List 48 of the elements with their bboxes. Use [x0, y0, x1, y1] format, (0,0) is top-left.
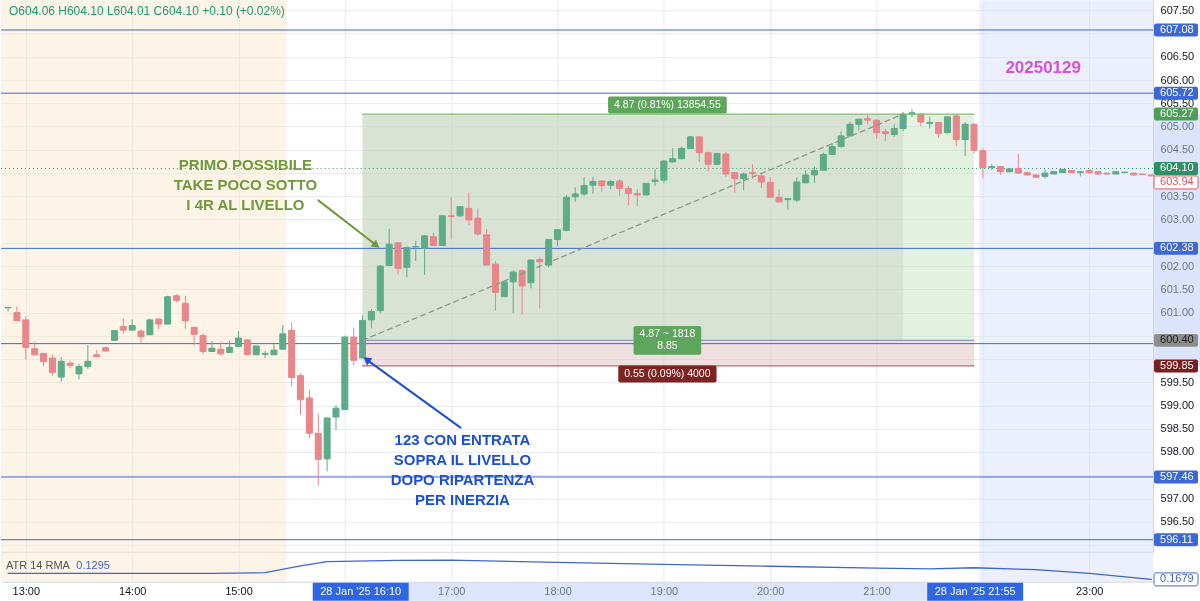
y-tick-label: 603.00	[1160, 213, 1195, 226]
x-tick-label: 17:00	[437, 585, 466, 598]
y-tick-label: 598.00	[1160, 445, 1195, 458]
x-tick-label: 23:00	[1075, 585, 1104, 598]
annotation: 123 CON ENTRATA SOPRA IL LIVELLO DOPO RIPARTENZA PER INERZIA	[390, 430, 535, 508]
x-tick-label: 14:00	[118, 585, 147, 598]
text: 28 Jan '25 21:55	[934, 584, 1016, 597]
y-tick-label: 607.50	[1160, 3, 1195, 16]
y-tick-label: 606.00	[1160, 73, 1195, 86]
y-tick-label: 601.00	[1160, 305, 1195, 318]
text: 600.40	[1160, 333, 1194, 346]
x-tick-label: 18:00	[544, 585, 572, 598]
ref-line-label: 607.08	[1160, 22, 1194, 35]
annotation: 0.55 (0.09%) 4000	[624, 367, 711, 379]
x-tick-label: 21:00	[863, 585, 891, 598]
y-tick-label: 606.50	[1160, 50, 1195, 63]
ref-line-label: 596.11	[1160, 532, 1193, 545]
annotation: 20250129	[1005, 58, 1081, 78]
y-tick-label: 597.00	[1160, 491, 1195, 504]
text: 605.27	[1160, 107, 1194, 120]
text: 599.85	[1160, 358, 1194, 371]
y-tick-label: 599.50	[1160, 375, 1195, 388]
ref-line-label: 597.46	[1160, 469, 1194, 482]
y-tick-label: 596.50	[1160, 515, 1195, 528]
y-tick-label: 599.00	[1160, 398, 1195, 411]
x-tick-label: 20:00	[756, 585, 785, 598]
annotation: 4.87 (0.81%) 13854.55	[614, 99, 721, 111]
annotation: 0.1295	[76, 558, 110, 571]
ref-line-label: 604.10	[1160, 161, 1194, 174]
x-tick-label: 15:00	[225, 585, 253, 598]
chart-title: ATR 14 RMA	[6, 558, 71, 571]
y-tick-label: 604.50	[1160, 143, 1195, 156]
x-tick-label: 13:00	[12, 585, 41, 598]
annotation: 4.87 ~ 1818 8.85	[639, 328, 696, 352]
ref-line-label: 602.38	[1160, 241, 1194, 254]
y-tick-label: 601.50	[1160, 282, 1195, 295]
y-tick-label: 602.00	[1160, 259, 1195, 272]
y-tick-label: 605.50	[1160, 96, 1195, 109]
annotation: 603.94	[1160, 175, 1194, 188]
text: 28 Jan '25 16:10	[320, 584, 402, 597]
y-tick-label: 605.00	[1160, 120, 1195, 133]
annotation: O604.06 H604.10 L604.01 C604.10 +0.10 (+0.02%)	[8, 4, 285, 19]
text: 0.1679	[1160, 572, 1194, 585]
x-tick-label: 19:00	[650, 585, 679, 598]
y-tick-label: 603.50	[1160, 189, 1195, 202]
y-tick-label: 598.50	[1160, 422, 1195, 435]
ref-line-label: 605.72	[1160, 86, 1194, 99]
annotation: PRIMO POSSIBILE TAKE POCO SOTTO I 4R AL LIVELLO	[173, 156, 318, 214]
